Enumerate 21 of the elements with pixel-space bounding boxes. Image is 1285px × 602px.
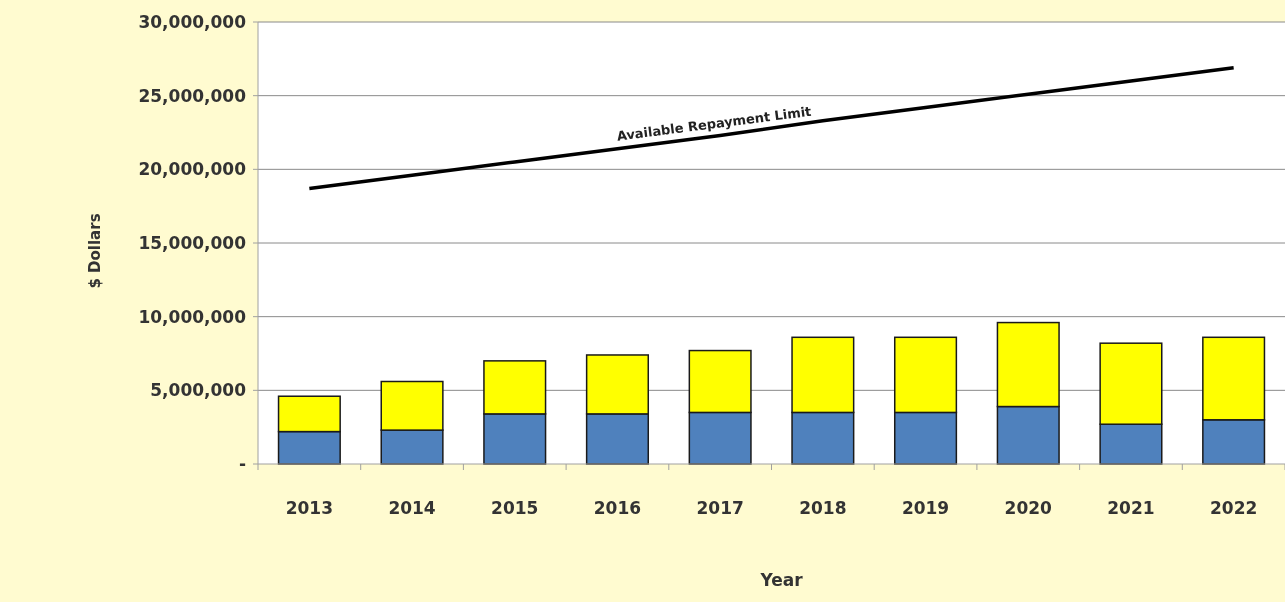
y-tick-label: 15,000,000: [138, 232, 247, 253]
y-tick-label: 10,000,000: [138, 306, 247, 327]
x-tick-label: 2017: [696, 498, 744, 518]
x-tick-label: 2013: [285, 498, 334, 518]
y-tick-label: 30,000,000: [138, 11, 247, 32]
x-tick-label: 2015: [491, 498, 539, 518]
text: Available Repayment Limit: [615, 103, 813, 144]
x-tick-label: 2022: [1209, 498, 1258, 518]
x-tick-label: 2016: [593, 498, 642, 518]
y-tick-label: 20,000,000: [138, 159, 247, 180]
x-axis-title: Year: [759, 570, 804, 590]
y-tick-label: -: [238, 453, 246, 474]
x-tick-label: 2020: [1004, 498, 1053, 518]
x-tick-label: 2014: [388, 498, 436, 518]
x-tick-label: 2018: [799, 498, 847, 518]
y-axis-title: $ Dollars: [86, 213, 104, 289]
x-tick-label: 2019: [901, 498, 950, 518]
line-series: [307, 65, 1236, 191]
x-tick-label: 2021: [1107, 498, 1155, 518]
y-tick-label: 25,000,000: [138, 85, 247, 106]
y-tick-label: 5,000,000: [150, 380, 247, 401]
